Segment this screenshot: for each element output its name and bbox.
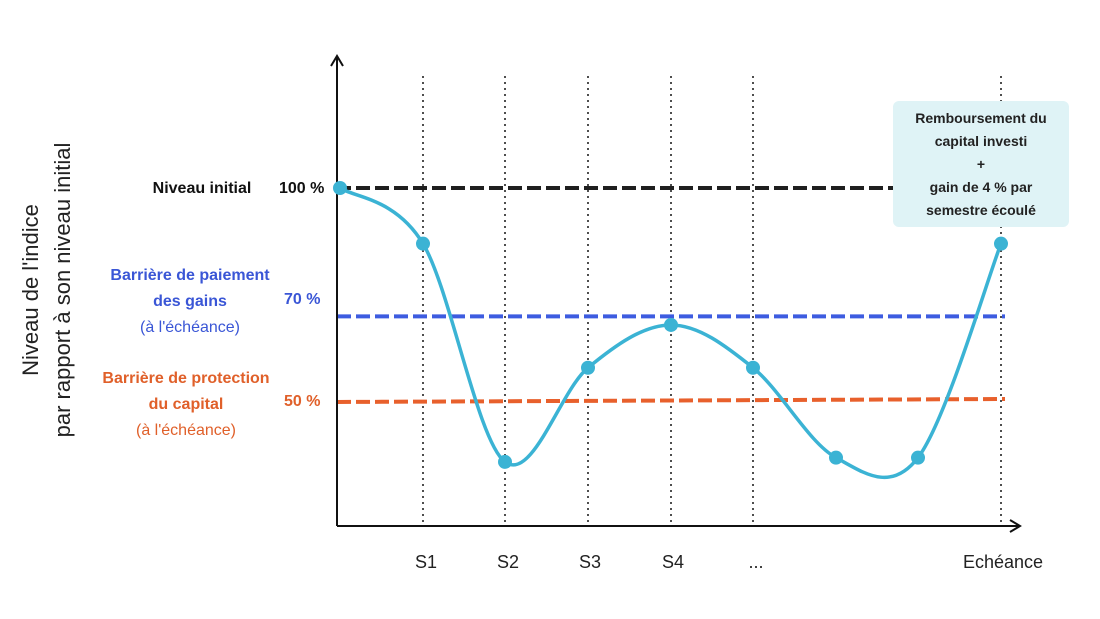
callout-line5: semestre écoulé: [926, 202, 1036, 218]
level-label-initial-text: Niveau initial: [152, 180, 252, 197]
level-label-initial: Niveau initial: [140, 176, 264, 202]
x-axis-arrow: [1009, 519, 1022, 533]
callout-line4: gain de 4 % par: [929, 179, 1033, 195]
data-point-4: [664, 317, 678, 332]
data-point-2: [498, 454, 512, 469]
level-value-70: 70 %: [284, 291, 321, 308]
y-axis-label-line1: Niveau de l'indice: [18, 204, 43, 376]
level-value-50: 50 %: [284, 393, 321, 410]
data-point-0: [333, 181, 347, 195]
callout-line1: Remboursement du: [915, 110, 1047, 126]
callout-line3: +: [976, 156, 986, 172]
data-point-1: [416, 236, 430, 251]
axes: [330, 54, 1022, 533]
x-tick-s2: S2: [496, 552, 520, 572]
level-label-capital-barrier-text: Barrière de protection du capital: [102, 370, 270, 413]
level-label-gains-barrier-text: Barrière de paiement des gains: [110, 267, 270, 310]
data-point-7: [911, 450, 925, 465]
y-axis-arrow: [330, 54, 344, 67]
maturity-callout: Remboursement du capital investi + gain …: [893, 101, 1069, 227]
y-axis-label: Niveau de l'indice par rapport à son niv…: [2, 110, 92, 470]
x-tick-ellipsis: ...: [748, 552, 764, 572]
callout-line2: capital investi: [934, 133, 1028, 149]
data-point-8: [994, 236, 1008, 251]
level-label-capital-barrier: Barrière de protection du capital (à l'é…: [96, 366, 276, 444]
data-point-5: [746, 360, 760, 375]
x-tick-s3: S3: [578, 552, 602, 572]
level-label-gains-barrier-sub: (à l'échéance): [140, 319, 240, 336]
x-tick-s4: S4: [661, 552, 685, 572]
reference-line-50: [336, 397, 1006, 404]
series-curve: [339, 186, 1003, 479]
x-tick-s1: S1: [414, 552, 438, 572]
level-label-gains-barrier: Barrière de paiement des gains (à l'éché…: [102, 263, 278, 341]
level-value-100: 100 %: [279, 180, 325, 197]
data-point-6: [829, 450, 843, 465]
x-tick-maturity: Echéance: [962, 552, 1044, 572]
y-axis-label-line2: par rapport à son niveau initial: [50, 142, 75, 438]
series-points: [333, 181, 1008, 469]
level-label-capital-barrier-sub: (à l'échéance): [136, 422, 236, 439]
data-point-3: [581, 360, 595, 375]
